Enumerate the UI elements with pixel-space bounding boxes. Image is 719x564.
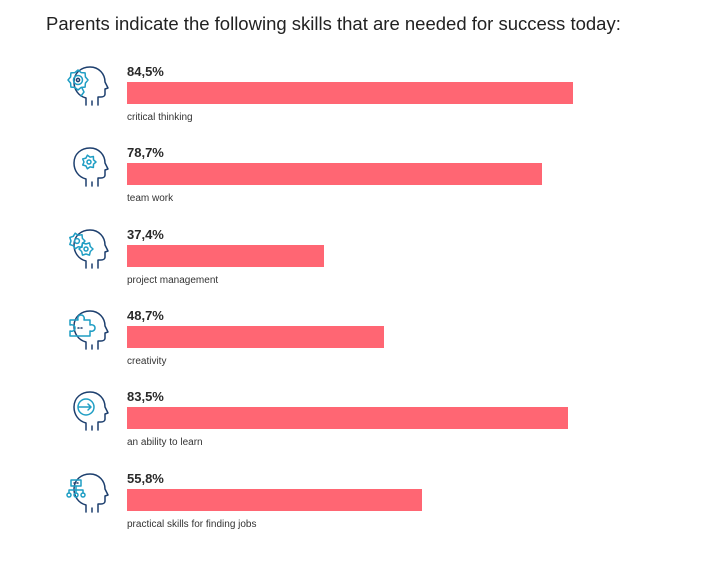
category-label: team work — [127, 193, 174, 204]
head-gear-icon — [64, 146, 109, 190]
head-flowchart-icon — [64, 472, 109, 516]
bar — [127, 326, 384, 348]
head-two-gears-icon — [64, 228, 109, 272]
bar — [127, 407, 568, 429]
skill-row: 48,7% creativity — [0, 308, 719, 391]
bar — [127, 489, 422, 511]
bar-value-label: 78,7% — [127, 145, 164, 160]
category-label: creativity — [127, 356, 167, 367]
chart-title: Parents indicate the following skills th… — [46, 13, 621, 34]
bar — [127, 163, 543, 185]
head-arrow-icon — [64, 390, 109, 434]
bar-value-label: 84,5% — [127, 64, 164, 79]
bar-value-label: 37,4% — [127, 227, 164, 242]
bar-value-label: 55,8% — [127, 471, 164, 486]
bar-value-label: 48,7% — [127, 308, 164, 323]
skill-row: 84,5% critical thinking — [0, 64, 719, 147]
bar-value-label: 83,5% — [127, 389, 164, 404]
category-label: an ability to learn — [127, 437, 203, 448]
head-puzzle-icon — [64, 309, 109, 353]
category-label: project management — [127, 275, 219, 286]
skill-row: 78,7% team work — [0, 145, 719, 228]
bar — [127, 82, 573, 104]
skill-row: 83,5% an ability to learn — [0, 389, 719, 472]
head-gear-target-icon — [64, 65, 109, 109]
skill-row: 37,4% project management — [0, 227, 719, 310]
skill-row: 55,8% practical skills for finding jobs — [0, 471, 719, 554]
bar — [127, 245, 325, 267]
category-label: practical skills for finding jobs — [127, 519, 257, 530]
category-label: critical thinking — [127, 112, 193, 123]
